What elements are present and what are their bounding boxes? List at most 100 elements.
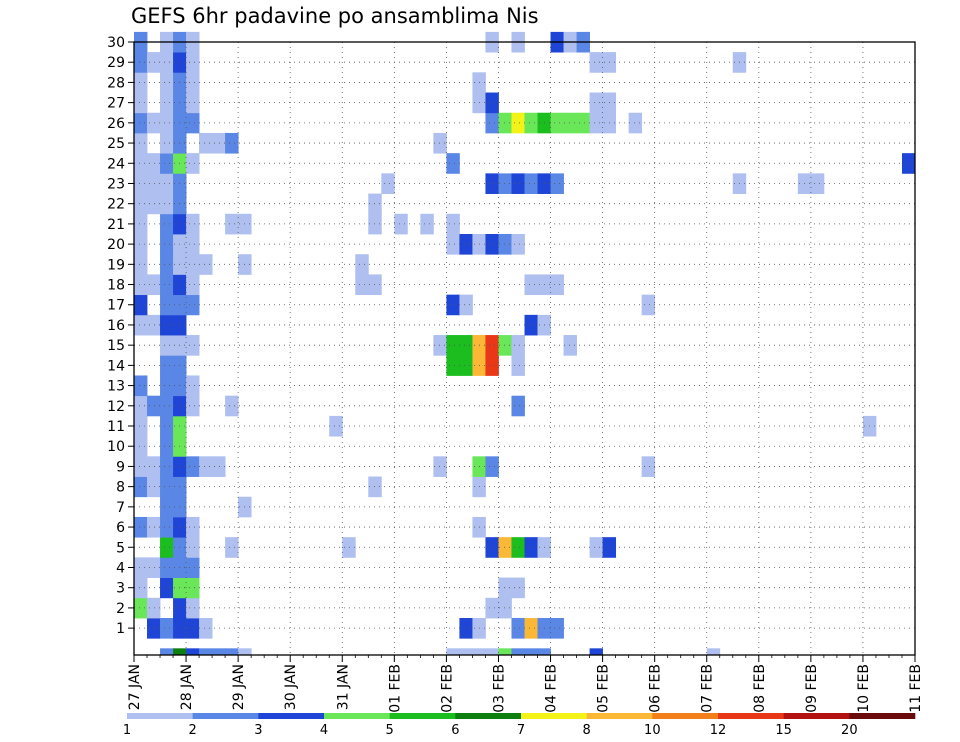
heat-cell	[160, 537, 174, 558]
heat-cell	[147, 476, 161, 498]
x-tick-label: 27 JAN	[127, 664, 143, 710]
heat-cell	[134, 234, 148, 255]
heat-cell	[134, 153, 148, 174]
heat-cell	[589, 112, 603, 134]
heat-cell	[147, 516, 161, 538]
heat-cell	[160, 648, 174, 655]
grid-layer	[134, 42, 915, 655]
y-axis: 1234567891011121314151617181920212223242…	[107, 35, 134, 637]
heat-cell	[212, 132, 226, 154]
heat-cell	[199, 618, 213, 639]
heat-cell	[134, 52, 148, 73]
heat-cell	[355, 274, 369, 296]
heat-cell	[134, 274, 148, 296]
y-tick-label: 12	[107, 399, 125, 415]
legend-label: 10	[644, 723, 661, 738]
y-tick-label: 15	[107, 338, 125, 354]
heat-cell	[550, 274, 564, 296]
heat-cell	[134, 314, 148, 336]
heat-cell	[225, 648, 239, 655]
heat-cell	[134, 415, 148, 437]
heat-cell	[160, 436, 174, 457]
y-tick-label: 11	[107, 419, 125, 435]
heat-cell	[238, 648, 252, 655]
legend-label: 20	[841, 723, 858, 738]
heat-cell	[186, 213, 200, 235]
y-tick-label: 21	[107, 217, 125, 233]
legend-swatch	[652, 713, 719, 719]
heat-cell	[355, 254, 369, 275]
heat-cell	[485, 173, 499, 194]
x-tick-label: 09 FEB	[804, 664, 820, 713]
heat-cell	[134, 476, 148, 498]
y-tick-label: 5	[116, 540, 125, 556]
heat-cell	[147, 618, 161, 639]
x-tick-label: 08 FEB	[752, 664, 768, 713]
heat-cell	[576, 112, 590, 134]
y-tick-label: 23	[107, 176, 125, 192]
y-tick-label: 18	[107, 278, 125, 294]
y-tick-label: 20	[107, 237, 125, 253]
legend-label: 8	[583, 723, 591, 738]
legend-label: 6	[451, 723, 459, 738]
heat-cell	[589, 92, 603, 114]
heat-cell	[160, 274, 174, 296]
heat-cell	[186, 456, 200, 477]
legend-swatch	[127, 713, 193, 719]
heat-cell	[368, 213, 382, 235]
heat-cell	[810, 173, 825, 194]
heat-cell	[134, 557, 148, 578]
heat-cell	[511, 335, 525, 356]
heat-cell	[511, 234, 525, 255]
heat-cell	[147, 274, 161, 296]
heat-cell	[147, 112, 161, 134]
y-tick-label: 29	[107, 55, 125, 71]
legend-label: 7	[517, 723, 525, 738]
heat-cell	[147, 193, 161, 215]
heat-cell	[446, 213, 460, 235]
heat-cell	[524, 173, 538, 194]
heat-cell	[186, 597, 200, 619]
heat-cell	[524, 618, 538, 639]
y-tick-label: 2	[116, 601, 125, 617]
legend-label: 5	[386, 723, 394, 738]
y-tick-label: 6	[116, 520, 125, 536]
heat-cell	[225, 132, 239, 154]
heat-cell	[160, 193, 174, 215]
heat-cell	[134, 72, 148, 93]
x-tick-label: 05 FEB	[596, 664, 612, 713]
x-axis: 27 JAN 28 JAN 29 JAN 30 JAN 31 JAN 01 FEB 02 F…	[127, 655, 924, 713]
heat-cell	[147, 314, 161, 336]
heat-cell	[134, 456, 148, 477]
heat-cell	[160, 577, 174, 599]
heat-cell	[537, 648, 551, 655]
heat-cell	[212, 648, 226, 655]
heat-cell	[160, 92, 174, 114]
heat-cell	[446, 294, 460, 316]
y-tick-label: 30	[107, 35, 125, 51]
heat-cell	[186, 274, 200, 296]
heat-cell	[550, 618, 564, 639]
heat-cell	[160, 618, 174, 639]
heat-cell	[459, 618, 473, 639]
heat-cell	[589, 648, 603, 655]
heat-cell	[186, 618, 200, 639]
heat-cell	[134, 395, 148, 417]
legend-label: 15	[775, 723, 792, 738]
legend-label: 12	[710, 723, 727, 738]
y-tick-label: 4	[116, 560, 125, 576]
heat-cell	[446, 153, 460, 174]
heat-cell	[186, 153, 200, 174]
heat-cell	[511, 537, 525, 558]
heat-cell	[511, 618, 525, 639]
heat-cell	[511, 173, 525, 194]
chart-title: GEFS 6hr padavine po ansamblima Nis	[131, 4, 539, 28]
y-tick-label: 9	[116, 459, 125, 475]
heat-cell	[160, 314, 174, 336]
heat-cell	[485, 648, 499, 655]
heat-cell	[160, 456, 174, 477]
heat-cell	[186, 516, 200, 538]
heat-cell	[472, 648, 486, 655]
heat-cell	[498, 597, 512, 619]
y-tick-label: 1	[116, 621, 125, 637]
